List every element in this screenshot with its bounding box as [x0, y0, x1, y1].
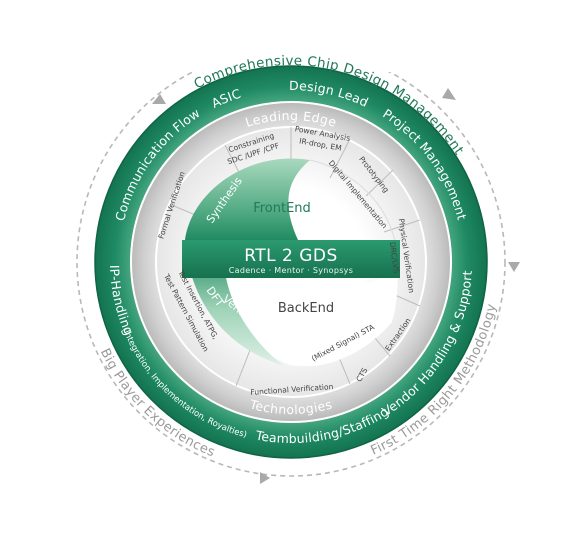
rtl2gds-banner: [182, 240, 400, 278]
physical-verification-detail: DRC/LVS: [388, 241, 401, 274]
backend-label: BackEnd: [278, 301, 334, 316]
technologies-label: Technologies: [247, 396, 334, 417]
leading-edge-label: Leading Edge: [243, 108, 338, 130]
frontend-shape: [185, 158, 310, 240]
backend-shape: [192, 262, 398, 367]
orbit-label-mask: [150, 30, 440, 72]
frontend-label: FrontEnd: [253, 201, 311, 216]
rtl2gds-title: RTL 2 GDS: [244, 246, 338, 266]
orbit-arrowheads: [152, 88, 520, 484]
core-yin-yang: [185, 158, 399, 367]
vendors-line: Cadence · Mentor · Synopsys: [229, 266, 353, 275]
backend-left-tail: [188, 262, 284, 366]
